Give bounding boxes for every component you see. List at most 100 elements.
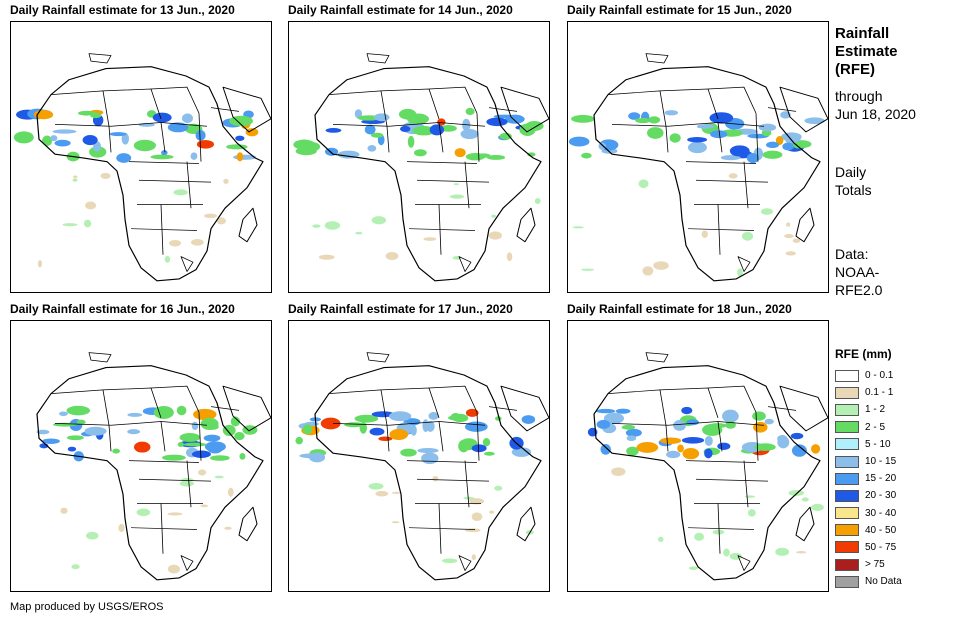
rainfall-patch [486,154,506,160]
rainfall-patch [621,424,636,430]
africa-map-svg [293,53,549,282]
rainfall-patch [449,194,465,199]
rainfall-patch [635,117,651,124]
rainfall-patch [511,447,532,457]
country-border [737,555,751,571]
legend-swatch [835,369,859,382]
rainfall-patch [615,408,631,414]
country-border [406,460,478,463]
country-border [743,161,749,209]
country-border [160,122,166,153]
rainfall-patch [761,129,772,137]
rainfall-patch [710,130,728,139]
rainfall-patch [811,444,821,454]
country-border [150,86,200,114]
africa-rainfall-map [10,21,272,293]
rainfall-patch [784,234,794,239]
country-border [138,478,212,482]
sidebar-data-source: Data: NOAA- RFE2.0 [835,245,882,299]
rainfall-patch [179,432,201,442]
rainfall-patch [657,536,664,542]
country-border [438,204,442,255]
rainfall-patch [414,149,427,157]
rainfall-patch [721,409,739,423]
panel-title: Daily Rainfall estimate for 14 Jun., 202… [288,3,513,17]
panel-title: Daily Rainfall estimate for 18 Jun., 202… [567,302,792,316]
country-border [665,425,669,452]
rainfall-patch [371,216,387,225]
rainfall-patch [50,135,58,142]
africa-rainfall-map [288,21,550,293]
legend-label: 1 - 2 [865,404,886,416]
legend-item: > 75 [835,556,955,573]
rainfall-patch [216,217,226,225]
country-border [488,406,518,411]
africa-rainfall-map [567,320,829,592]
panel-title: Daily Rainfall estimate for 13 Jun., 202… [10,3,235,17]
country-border [160,421,166,452]
africa-map-svg [36,352,271,581]
rainfall-patch [796,550,807,554]
rainfall-patch [407,135,415,148]
rainfall-patch [66,405,91,416]
rainfall-patch [222,424,236,436]
rainfall-patch [581,268,594,271]
country-border [138,179,212,183]
rainfall-patch [499,132,512,140]
rainfall-patch [780,111,791,119]
legend-label: 50 - 75 [865,541,897,553]
panel-title: Daily Rainfall estimate for 15 Jun., 202… [567,3,792,17]
rainfall-patch [488,231,502,240]
country-border [717,503,721,554]
rainfall-patch [239,453,246,460]
rainfall-patch [746,152,759,164]
country-border [130,527,198,530]
rainfall-patch [723,548,730,557]
rainfall-patch [198,469,207,476]
rainfall-patch [471,554,477,561]
mediterranean-outline [88,352,112,363]
legend-label: > 75 [865,559,885,571]
rainfall-patch [204,213,217,219]
rainfall-patch [153,405,174,419]
legend-label: No Data [865,576,902,588]
country-border [130,228,198,231]
legend-label: 15 - 20 [865,473,897,485]
rainfall-patch [611,467,626,476]
country-border [408,228,476,231]
rainfall-patch [603,412,625,425]
rainfall-patch [183,442,207,447]
rainfall-patch [666,450,681,459]
rainfall-patch [180,478,194,482]
rainfall-patch [704,435,713,446]
rainfall-patch [775,136,784,145]
africa-map-svg [587,352,828,581]
rainfall-patch [519,123,536,136]
country-border [186,460,192,508]
rainfall-patch [354,109,363,119]
rainfall-patch [71,564,80,570]
legend-item: 0.1 - 1 [835,384,955,401]
country-border [458,256,472,272]
sidebar-data-line: Data: [835,246,869,262]
rainfall-patch [320,417,341,430]
madagascar-outline [795,207,815,243]
country-border [160,503,164,554]
panel-title: Daily Rainfall estimate for 17 Jun., 202… [288,302,513,316]
legend-item: 2 - 5 [835,419,955,436]
rainfall-patch [790,432,804,440]
rainfall-patch [173,189,188,196]
legend-swatch [835,438,859,451]
rainfall-patch [309,452,326,463]
rainfall-patch [801,497,809,502]
country-border [332,122,486,127]
rainfall-patch [359,421,368,434]
legend-label: 30 - 40 [865,507,897,519]
country-border [695,179,769,183]
rainfall-patch [753,421,768,433]
rainfall-patch [747,509,756,517]
rainfall-patch [226,144,248,150]
sidebar-title-line: (RFE) [835,61,875,78]
rainfall-patch [167,564,180,574]
rainfall-patch [598,142,606,150]
